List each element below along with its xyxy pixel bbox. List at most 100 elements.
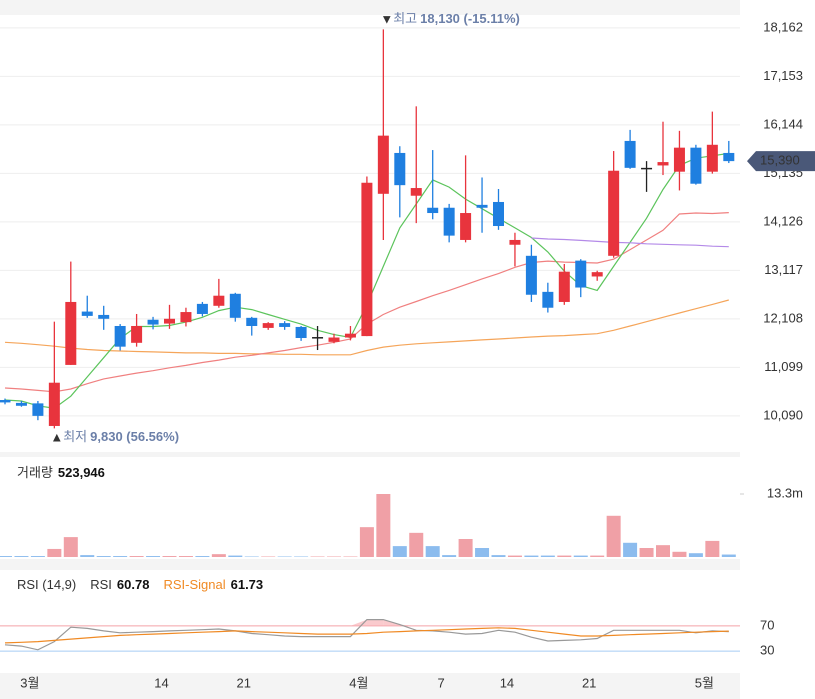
candle-body [558, 271, 570, 302]
candle-body [608, 170, 620, 256]
candle-body [706, 144, 718, 172]
x-tick-label: 14 [154, 675, 168, 690]
rsi-series-name: RSI-Signal [163, 577, 225, 592]
candle-body [262, 323, 274, 328]
candle-body [394, 152, 406, 186]
candle-body [690, 147, 702, 184]
candle-body [344, 333, 356, 338]
volume-bar [491, 555, 506, 557]
volume-bar [606, 515, 621, 557]
x-tick-label: 14 [500, 675, 514, 690]
candle-body [15, 402, 27, 406]
rsi-line [4, 627, 729, 644]
candle-body [427, 207, 439, 214]
y-tick-label: 16,144 [763, 116, 803, 131]
last-price-tag [747, 151, 815, 172]
candle-body [32, 403, 44, 416]
y-tick-label: 11,099 [764, 359, 803, 374]
moving-average [531, 237, 729, 248]
volume-tick-label: 13.3m [767, 485, 803, 500]
volume-bar [688, 553, 703, 557]
volume-bar [705, 540, 720, 557]
volume-bar [557, 555, 572, 557]
high-text: 18,130 (-15.11%) [420, 11, 520, 26]
rsi-series-value: 61.73 [231, 577, 264, 592]
volume-bar [96, 556, 111, 557]
volume-bar [409, 532, 424, 557]
volume-legend: 거래량 523,946 [17, 465, 105, 480]
rsi-tick-label: 30 [760, 643, 774, 658]
candle-body [0, 400, 11, 403]
candle-body [295, 326, 307, 339]
axis-panel [740, 0, 815, 699]
y-tick-label: 10,090 [763, 407, 803, 422]
y-tick-label: 13,117 [764, 262, 803, 277]
rsi-series-name: RSI [90, 577, 112, 592]
volume-bar [113, 556, 128, 557]
volume-bar [228, 555, 243, 557]
candle-body [48, 382, 60, 426]
rsi-line [4, 619, 729, 651]
candle-body [509, 239, 521, 245]
volume-latest: 523,946 [58, 465, 105, 480]
volume-title: 거래량 [17, 465, 53, 480]
rsi-overbought [366, 619, 384, 626]
volume-bar [540, 555, 555, 557]
volume-bar [178, 556, 193, 557]
rsi-legend: RSI (14,9) RSI 60.78 RSI-Signal 61.73 [17, 577, 263, 592]
candle-body [493, 201, 504, 227]
candle-body [723, 152, 735, 162]
volume-bar [63, 537, 78, 557]
candle-body [443, 207, 455, 236]
candle-body [591, 272, 603, 277]
candle-body [657, 162, 669, 166]
volume-bar [129, 556, 144, 557]
candle-body [246, 317, 258, 326]
last-price-label: 15,390 [760, 153, 800, 168]
volume-bar [376, 494, 391, 557]
candle-body [196, 303, 208, 314]
candle-body [641, 167, 653, 170]
volume-bar [359, 527, 374, 557]
volume-bar [721, 554, 736, 557]
volume-bar [211, 554, 226, 557]
rsi-title: RSI (14,9) [17, 577, 76, 592]
candle-body [410, 188, 422, 196]
volume-bar [80, 555, 95, 557]
volume-bar [573, 555, 588, 557]
low-annotation: ▲최저 9,830 (56.56%) [50, 429, 179, 444]
volume-bar [507, 555, 522, 557]
candle-body [98, 314, 110, 319]
candle-body [164, 318, 175, 324]
volume-bar [162, 556, 177, 557]
x-tick-label: 7 [438, 675, 445, 690]
volume-bar [639, 548, 654, 557]
volume-bar [672, 551, 687, 557]
candle-body [213, 295, 225, 306]
volume-bar [0, 556, 12, 557]
y-tick-label: 17,153 [763, 68, 803, 83]
low-label: 최저 [63, 429, 87, 444]
candle-body [312, 337, 324, 339]
candle-body [476, 204, 488, 208]
x-tick-label: 5월 [695, 675, 714, 690]
volume-bar [392, 546, 407, 557]
candle-body [81, 311, 93, 316]
moving-average [4, 299, 729, 356]
volume-bar [458, 539, 473, 557]
rsi-series-value: 60.78 [117, 577, 150, 592]
volume-bar [195, 556, 210, 557]
candle-body [147, 319, 159, 325]
candle-body [114, 325, 126, 347]
high-label: 최고 [393, 11, 417, 26]
candle-body [229, 293, 241, 318]
candle-body [624, 140, 636, 168]
volume-bar [524, 555, 539, 557]
volume-bar [442, 555, 457, 557]
volume-bar [590, 555, 605, 557]
candle-body [131, 325, 143, 343]
candle-body [673, 147, 685, 172]
y-tick-label: 12,108 [763, 310, 803, 325]
candle-body [65, 301, 77, 365]
